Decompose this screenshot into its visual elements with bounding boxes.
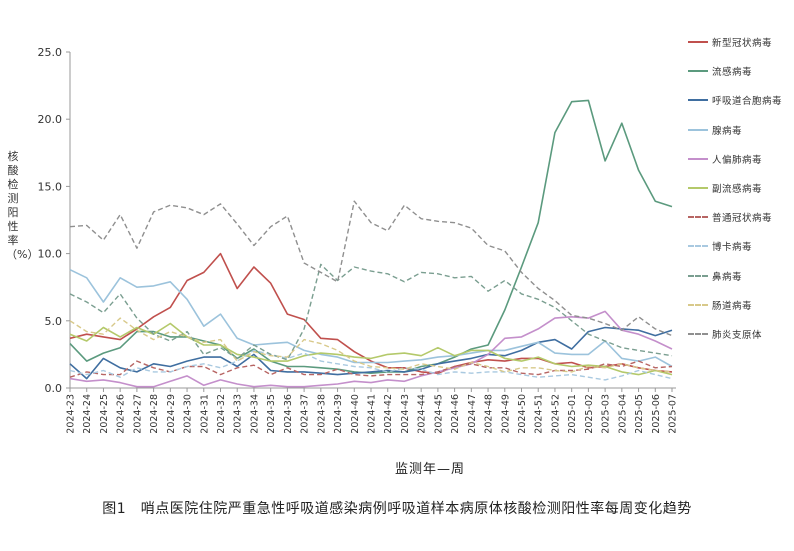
series-line-0: [69, 252, 673, 375]
x-tick-label: 2024-29: [166, 394, 177, 434]
x-tick-label: 2025-02: [584, 394, 595, 434]
legend-swatch: [688, 274, 708, 277]
legend-item-7: 博卡病毒: [688, 238, 752, 254]
legend-label: 普通冠状病毒: [712, 213, 773, 225]
x-tick-label: 2024-35: [266, 394, 277, 434]
figure-caption: 图1 哨点医院住院严重急性呼吸道感染病例呼吸道样本病原体核酸检测阳性率每周变化趋…: [102, 501, 692, 517]
x-tick-label: 2024-34: [249, 394, 260, 434]
series-line-1: [69, 99, 673, 375]
x-tick-label: 2024-48: [484, 394, 495, 434]
x-tick-label: 2024-43: [400, 394, 411, 434]
x-axis-label: 监测年—周: [394, 462, 465, 477]
x-tick-label: 2024-31: [199, 394, 210, 434]
x-tick-label: 2024-24: [82, 394, 93, 434]
x-tick-label: 2024-26: [116, 394, 127, 434]
x-tick-label: 2024-30: [183, 394, 194, 434]
x-tick-label: 2024-32: [216, 394, 227, 434]
legend-label: 呼吸道合胞病毒: [712, 96, 783, 108]
legend-swatch: [688, 303, 708, 306]
x-tick-label: 2024-41: [367, 394, 378, 434]
legend-swatch: [688, 41, 708, 43]
legend-swatch: [688, 245, 708, 248]
series-line-2: [69, 326, 673, 380]
x-tick-label: 2024-44: [417, 394, 428, 434]
x-axis-ticks: 2024-23 2024-24 2024-25 2024-26 2024-27 2024-…: [66, 388, 679, 434]
x-tick-label: 2025-05: [634, 394, 645, 434]
legend-swatch: [688, 99, 708, 102]
legend-label: 博卡病毒: [712, 242, 753, 254]
legend-item-2: 呼吸道合胞病毒: [688, 92, 782, 108]
x-tick-label: 2024-38: [316, 394, 327, 434]
x-tick-label: 2024-25: [99, 394, 110, 434]
legend-item-4: 人偏肺病毒: [688, 151, 762, 167]
x-tick-label: 2025-01: [567, 394, 578, 434]
series-line-5: [69, 322, 673, 376]
legend-item-1: 流感病毒: [688, 63, 752, 79]
x-tick-label: 2024-50: [517, 394, 528, 434]
legend-label: 人偏肺病毒: [712, 154, 763, 166]
x-tick-label: 2024-40: [350, 394, 361, 434]
x-tick-label: 2024-51: [534, 394, 545, 434]
legend-swatch: [688, 157, 708, 160]
y-tick-label: 20.0: [38, 113, 63, 126]
series-line-9: [69, 317, 673, 373]
x-tick-label: 2024-47: [467, 394, 478, 434]
y-tick-label: 0.0: [45, 382, 63, 395]
x-tick-label: 2024-28: [149, 394, 160, 434]
x-tick-label: 2024-23: [66, 394, 77, 434]
legend-item-0: 新型冠状病毒: [688, 34, 772, 50]
x-tick-label: 2024-39: [333, 394, 344, 434]
series-line-3: [69, 268, 673, 368]
x-tick-label: 2024-36: [283, 394, 294, 434]
legend-label: 腺病毒: [712, 125, 743, 137]
x-tick-label: 2025-07: [668, 394, 679, 434]
legend-item-10: 肺炎支原体: [688, 326, 762, 342]
legend-swatch: [688, 216, 708, 219]
legend-item-6: 普通冠状病毒: [688, 209, 772, 225]
series-line-10: [69, 200, 673, 337]
legend-label: 流感病毒: [712, 67, 753, 79]
y-tick-label: 5.0: [45, 315, 63, 328]
legend-item-8: 鼻病毒: [688, 268, 742, 284]
legend-label: 副流感病毒: [712, 184, 763, 195]
series-line-8: [69, 263, 673, 361]
legend-item-3: 腺病毒: [688, 122, 742, 138]
legend-swatch: [688, 70, 708, 73]
legend-item-9: 肠道病毒: [688, 297, 752, 313]
y-axis-label: 核酸检测阳性率（%）: [6, 150, 39, 261]
chart-axes: [69, 52, 676, 389]
x-tick-label: 2024-42: [383, 394, 394, 434]
legend-label: 肺炎支原体: [712, 330, 763, 341]
x-tick-label: 2025-03: [601, 394, 612, 434]
x-tick-label: 2025-04: [617, 394, 628, 434]
x-tick-label: 2024-27: [132, 394, 143, 434]
x-tick-label: 2024-37: [300, 394, 311, 434]
legend-label: 新型冠状病毒: [712, 38, 773, 49]
series-line-7: [69, 349, 673, 381]
y-tick-label: 10.0: [38, 248, 63, 261]
legend-label: 鼻病毒: [712, 271, 743, 283]
legend-swatch: [688, 128, 708, 131]
x-tick-label: 2024-52: [550, 394, 561, 434]
x-tick-label: 2024-45: [433, 394, 444, 434]
y-tick-label: 25.0: [38, 46, 63, 59]
series-line-4: [69, 310, 673, 388]
chart-series-lines: [69, 99, 673, 388]
x-tick-label: 2024-46: [450, 394, 461, 434]
legend-swatch: [688, 333, 708, 335]
legend-label: 肠道病毒: [712, 300, 753, 312]
x-tick-label: 2025-06: [651, 394, 662, 434]
legend-swatch: [688, 187, 708, 189]
y-axis-ticks: 0.0 5.0 10.0 15.0 20.0 25.0: [38, 46, 70, 395]
x-tick-label: 2024-49: [500, 394, 511, 434]
y-tick-label: 15.0: [38, 180, 63, 193]
legend-item-5: 副流感病毒: [688, 180, 762, 196]
x-tick-label: 2024-33: [233, 394, 244, 434]
